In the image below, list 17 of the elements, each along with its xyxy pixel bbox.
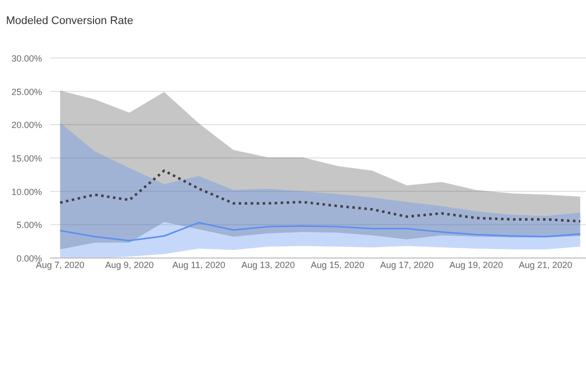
line-series: [58, 169, 582, 223]
x-tick-label: Aug 13, 2020: [241, 260, 295, 270]
x-tick-label: Aug 15, 2020: [310, 260, 364, 270]
y-tick-label: 20.00%: [11, 120, 42, 130]
x-tick-label: Aug 7, 2020: [36, 260, 84, 270]
y-tick-label: 25.00%: [11, 86, 42, 97]
x-tick-label: Aug 9, 2020: [105, 260, 154, 270]
x-tick-label: Aug 11, 2020: [172, 260, 226, 270]
x-tick-label: Aug 17, 2020: [380, 260, 434, 270]
x-tick-label: Aug 19, 2020: [449, 260, 503, 270]
x-tick-label: Aug 21, 2020: [518, 260, 572, 270]
chart-title: Modeled Conversion Rate: [6, 15, 134, 27]
y-tick-label: 15.00%: [11, 154, 42, 164]
y-tick-label: 10.00%: [11, 186, 42, 197]
y-tick-label: 30.00%: [11, 54, 42, 64]
y-tick-label: 5.00%: [16, 220, 42, 230]
line-series: [59, 222, 581, 242]
